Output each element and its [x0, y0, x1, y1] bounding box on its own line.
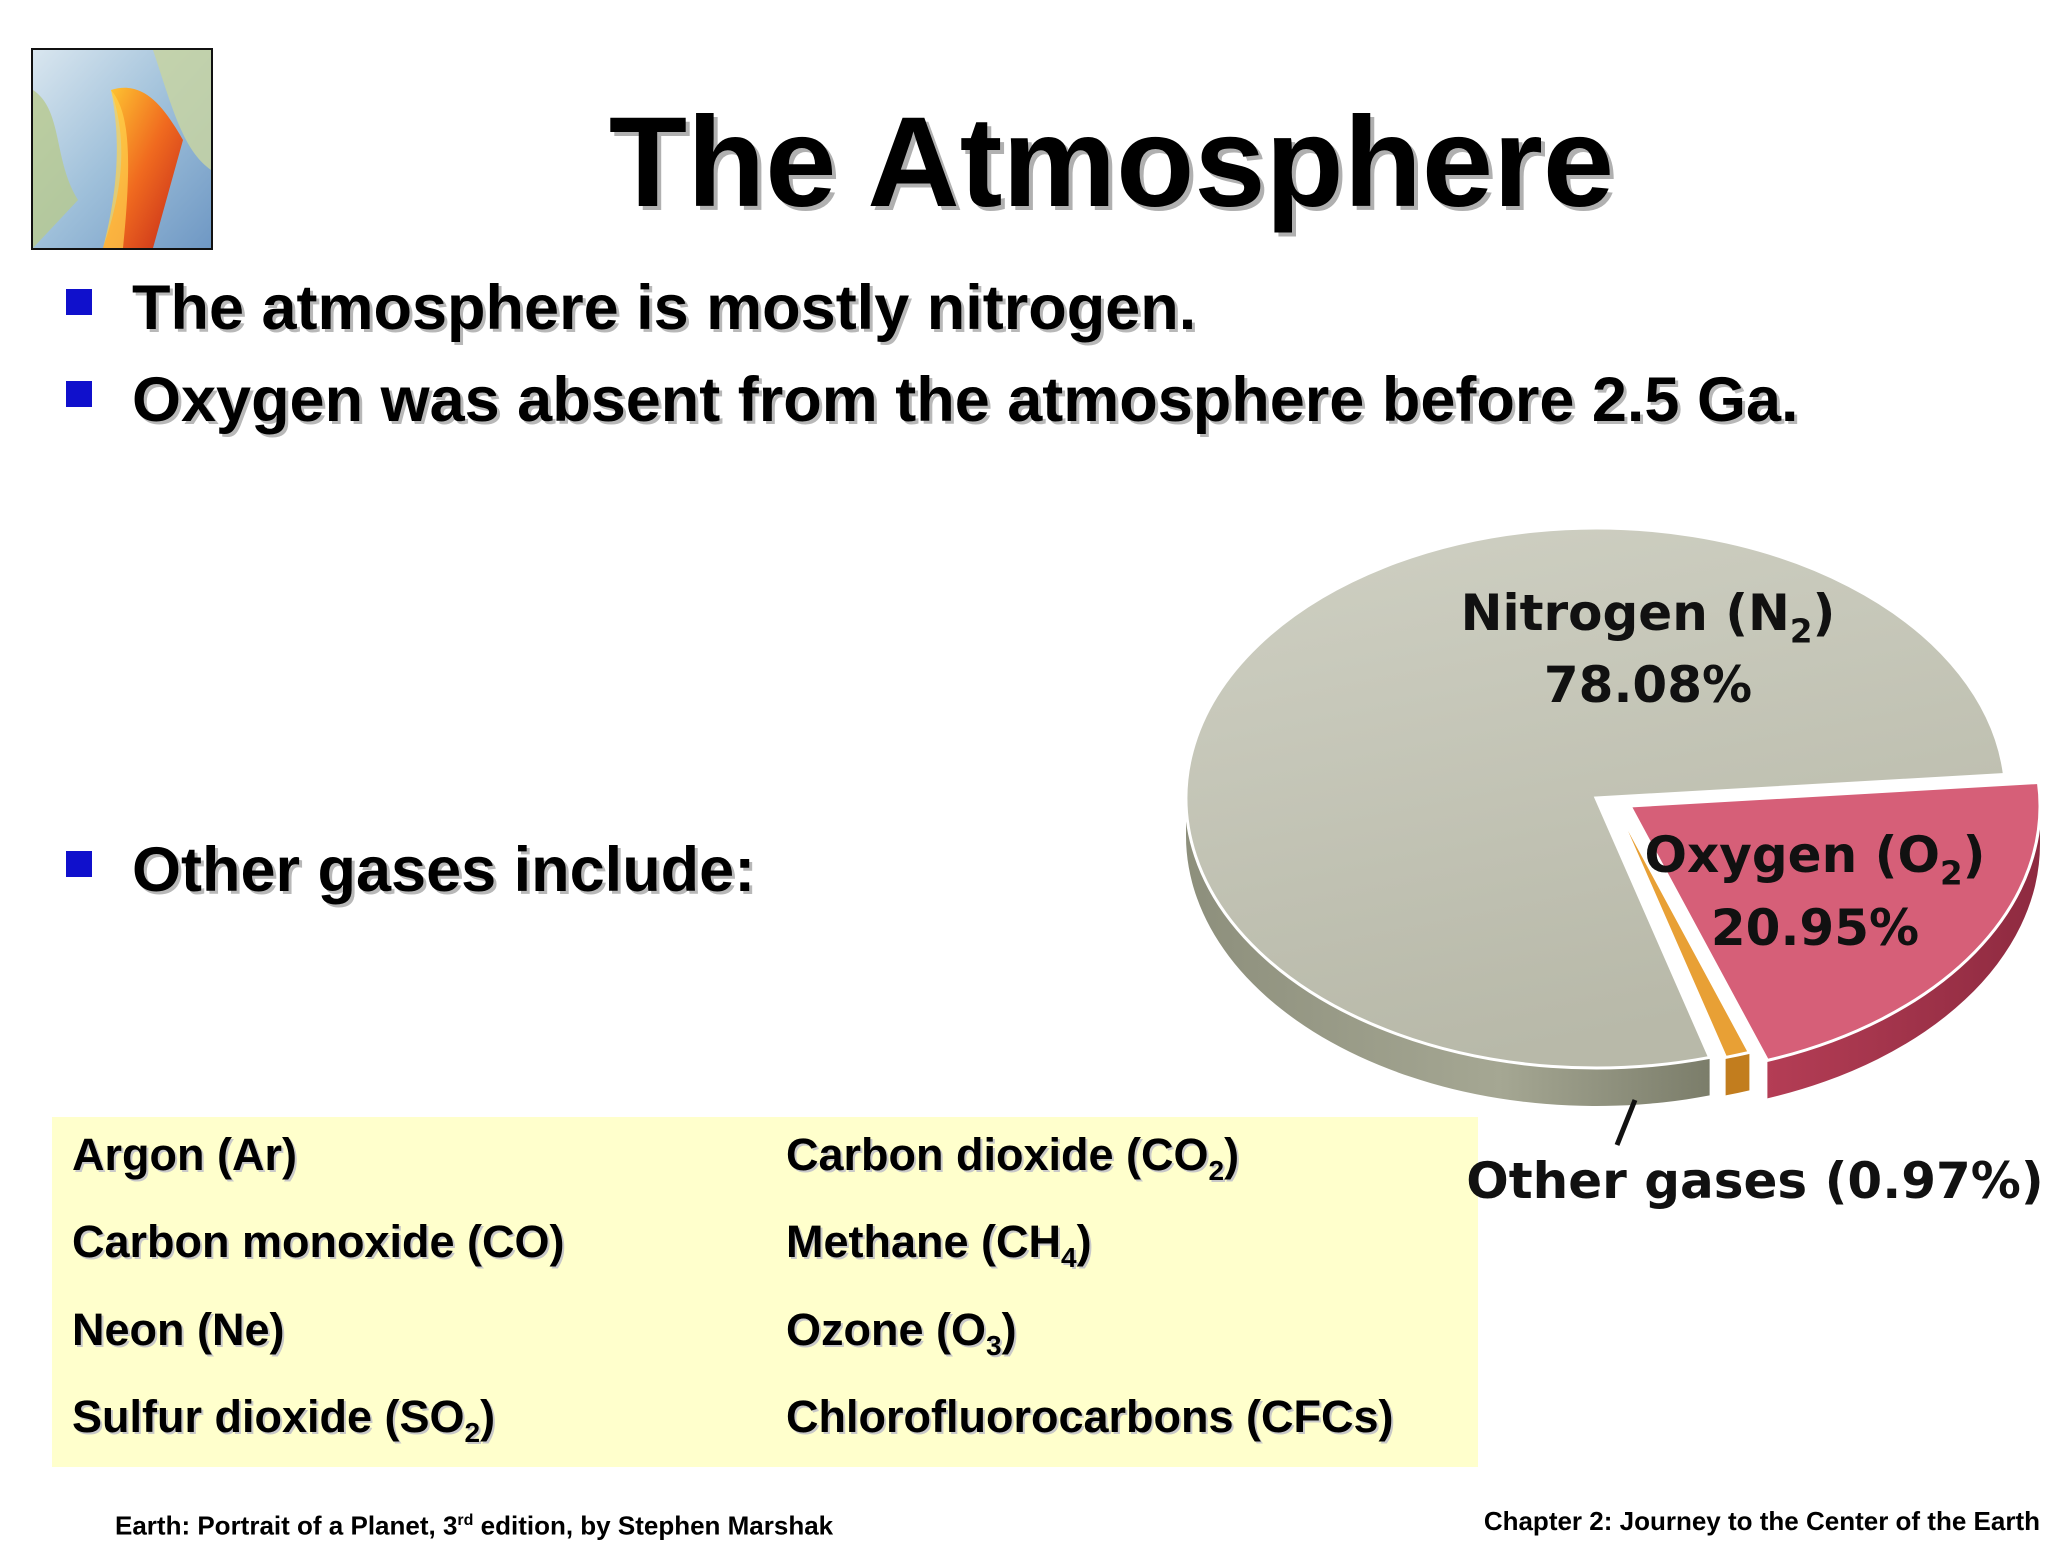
- gas-item: Sulfur dioxide (SO2): [72, 1391, 496, 1448]
- bullet-2-text: Oxygen was absent from the atmosphere be…: [132, 365, 1799, 435]
- gas-item: Chlorofluorocarbons (CFCs): [786, 1391, 1394, 1442]
- chapter-logo-image: [31, 48, 213, 250]
- gas-item: Neon (Ne): [72, 1304, 285, 1355]
- bullet-1-text: The atmosphere is mostly nitrogen.: [132, 273, 1197, 343]
- slide-title: The Atmosphere: [608, 91, 1615, 234]
- bullet-square-icon: [66, 289, 92, 316]
- other-gases-box: Argon (Ar) Carbon monoxide (CO) Neon (Ne…: [52, 1117, 1478, 1467]
- bullet-3: Other gases include:: [66, 830, 755, 910]
- bullet-2: Oxygen was absent from the atmosphere be…: [66, 360, 1799, 440]
- pie-value-oxygen: 20.95%: [1711, 899, 1919, 957]
- gas-item: Methane (CH4): [786, 1216, 1092, 1273]
- bullet-1: The atmosphere is mostly nitrogen.: [66, 268, 1196, 348]
- pie-slice-oxygen: [1627, 780, 2042, 1099]
- bullet-square-icon: [66, 851, 92, 878]
- pie-label-nitrogen: Nitrogen (N2): [1461, 584, 1836, 651]
- pie-label-oxygen: Oxygen (O2): [1645, 826, 1986, 893]
- pie-value-nitrogen: 78.08%: [1544, 656, 1752, 714]
- footer-source: Earth: Portrait of a Planet, 3rd edition…: [115, 1510, 834, 1541]
- footer-chapter: Chapter 2: Journey to the Center of the …: [1483, 1506, 2040, 1536]
- gas-item: Argon (Ar): [72, 1129, 297, 1180]
- atmosphere-pie-chart: Nitrogen (N2)78.08% Oxygen (O2) 20.95% Othe…: [1184, 526, 2044, 1210]
- gas-item: Carbon monoxide (CO): [72, 1216, 565, 1267]
- bullet-square-icon: [66, 381, 92, 408]
- gas-item: Ozone (O3): [786, 1304, 1017, 1361]
- gas-item: Carbon dioxide (CO2): [786, 1129, 1240, 1186]
- pie-slice-nitrogen: [1184, 526, 2007, 1106]
- bullet-3-text: Other gases include:: [132, 835, 756, 905]
- pie-leader-line: [1614, 1099, 1638, 1146]
- pie-slice-other-gases: [1610, 797, 1752, 1096]
- pie-label-other-gases: Other gases (0.97%): [1466, 1152, 2044, 1210]
